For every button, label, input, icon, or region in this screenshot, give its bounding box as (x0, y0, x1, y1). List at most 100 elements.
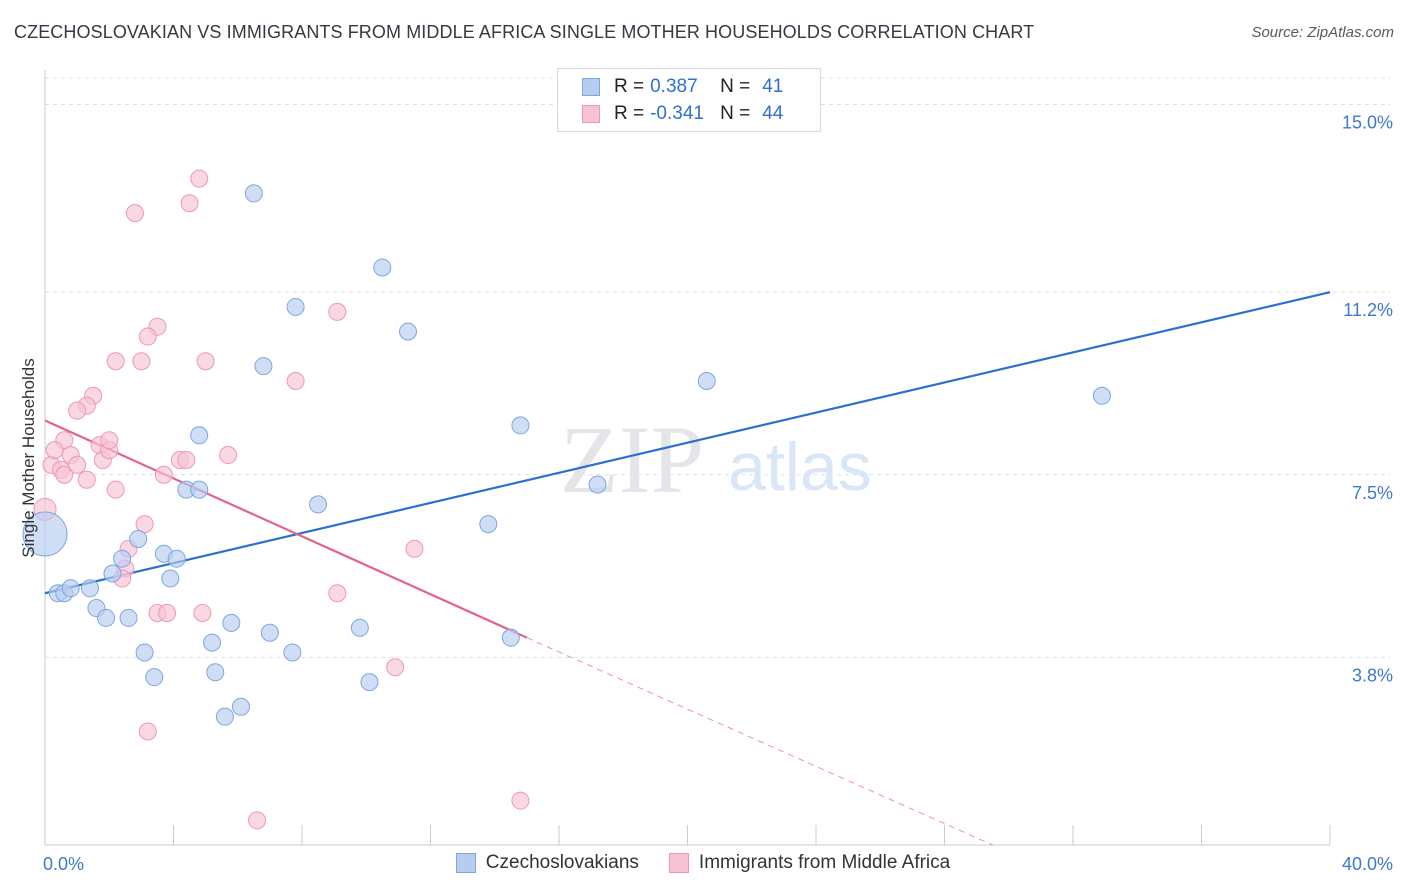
source-label: Source: ZipAtlas.com (1251, 24, 1394, 41)
data-point-middle-africa (177, 450, 196, 469)
data-point-czechoslovakians (283, 643, 302, 662)
data-point-czechoslovakians (135, 643, 154, 662)
data-point-czechoslovakians (260, 623, 279, 642)
data-point-czechoslovakians (511, 416, 530, 435)
data-point-middle-africa (248, 811, 267, 830)
legend-item-middle-africa[interactable]: Immigrants from Middle Africa (668, 852, 951, 874)
data-point-czechoslovakians (588, 475, 607, 494)
data-point-czechoslovakians (222, 613, 241, 632)
trend-line-middle-africa (44, 419, 528, 639)
data-point-middle-africa (138, 327, 157, 346)
data-point-middle-africa (125, 204, 144, 223)
data-point-czechoslovakians (286, 297, 305, 316)
data-point-middle-africa (196, 352, 215, 371)
data-point-czechoslovakians (244, 184, 263, 203)
x-tick-label-min: 0.0% (43, 854, 84, 874)
data-point-czechoslovakians (501, 628, 520, 647)
y-tick-label: 11.2% (1343, 300, 1393, 320)
y-tick-label: 3.8% (1352, 665, 1393, 685)
data-point-middle-africa (328, 302, 347, 321)
data-point-middle-africa (328, 584, 347, 603)
data-point-middle-africa (135, 515, 154, 534)
trend-line-middle-africa-extension (526, 637, 993, 846)
y-tick-label: 15.0% (1342, 113, 1393, 133)
data-point-middle-africa (100, 431, 119, 450)
data-point-czechoslovakians (190, 426, 209, 445)
data-point-czechoslovakians (350, 618, 369, 637)
data-point-middle-africa (68, 401, 87, 420)
legend-item-czechoslovakians[interactable]: Czechoslovakians (455, 852, 639, 874)
r-label: R = (614, 76, 645, 97)
data-point-middle-africa (106, 352, 125, 371)
data-point-czechoslovakians (113, 549, 132, 568)
chart-title: CZECHOSLOVAKIAN VS IMMIGRANTS FROM MIDDL… (14, 22, 1035, 42)
series-legend: Czechoslovakians Immigrants from Middle … (0, 852, 1406, 874)
data-point-czechoslovakians (203, 633, 222, 652)
data-point-middle-africa (106, 480, 125, 499)
grid-layer (45, 77, 1390, 658)
data-point-middle-africa (68, 455, 87, 474)
data-point-czechoslovakians (309, 495, 328, 514)
legend-label: Czechoslovakians (485, 852, 639, 873)
blue-swatch (455, 853, 476, 873)
data-point-czechoslovakians (231, 697, 250, 716)
data-point-czechoslovakians (167, 549, 186, 568)
data-point-czechoslovakians (22, 511, 68, 557)
data-point-middle-africa (138, 722, 157, 741)
data-point-middle-africa (132, 352, 151, 371)
data-point-middle-africa (219, 446, 238, 465)
n-label: N = (720, 76, 751, 97)
data-point-czechoslovakians (1092, 386, 1111, 405)
blue-swatch (582, 78, 600, 96)
data-point-czechoslovakians (697, 371, 716, 390)
r-value: -0.341 (650, 103, 704, 124)
data-point-czechoslovakians (206, 663, 225, 682)
data-point-middle-africa (405, 539, 424, 558)
correlation-legend: R = 0.387 N = 41 R = -0.341 N = 44 (557, 68, 821, 132)
trend-line-czechoslovakians (44, 291, 1331, 595)
points-layer (22, 169, 1111, 830)
trend-layer (44, 291, 1331, 846)
pink-swatch (668, 853, 689, 873)
pink-swatch (582, 105, 600, 123)
data-point-czechoslovakians (373, 258, 392, 277)
legend-label: Immigrants from Middle Africa (698, 852, 951, 873)
data-point-czechoslovakians (215, 707, 234, 726)
data-point-middle-africa (190, 169, 209, 188)
data-point-middle-africa (286, 371, 305, 390)
n-label: N = (720, 103, 751, 124)
watermark-atlas: atlas (728, 429, 872, 505)
data-point-middle-africa (77, 470, 96, 489)
data-point-middle-africa (55, 465, 74, 484)
n-value: 41 (762, 76, 784, 97)
data-point-czechoslovakians (119, 608, 138, 627)
data-point-czechoslovakians (360, 673, 379, 692)
data-point-czechoslovakians (190, 480, 209, 499)
legend-row-czechoslovakians: R = 0.387 N = 41 (582, 74, 783, 100)
y-tick-label: 7.5% (1352, 483, 1393, 503)
n-value: 44 (762, 103, 784, 124)
data-point-middle-africa (193, 603, 212, 622)
data-point-middle-africa (511, 791, 530, 810)
data-point-middle-africa (45, 441, 64, 460)
data-point-middle-africa (154, 465, 173, 484)
data-point-czechoslovakians (129, 529, 148, 548)
data-point-czechoslovakians (479, 515, 498, 534)
data-point-czechoslovakians (80, 579, 99, 598)
data-point-czechoslovakians (254, 357, 273, 376)
data-point-czechoslovakians (161, 569, 180, 588)
data-point-middle-africa (158, 603, 177, 622)
watermark-zip: ZIP (560, 406, 704, 513)
data-point-middle-africa (180, 194, 199, 213)
data-point-czechoslovakians (399, 322, 418, 341)
data-point-czechoslovakians (145, 668, 164, 687)
r-value: 0.387 (650, 76, 698, 97)
label-layer: 3.8% 7.5% 11.2% 15.0% 0.0% 40.0% Single Mother… (19, 113, 1393, 874)
data-point-middle-africa (386, 658, 405, 677)
data-point-czechoslovakians (61, 579, 80, 598)
data-point-czechoslovakians (97, 608, 116, 627)
x-tick-label-max: 40.0% (1342, 854, 1393, 874)
axis-layer (44, 70, 1331, 846)
legend-row-middle-africa: R = -0.341 N = 44 (582, 101, 783, 127)
